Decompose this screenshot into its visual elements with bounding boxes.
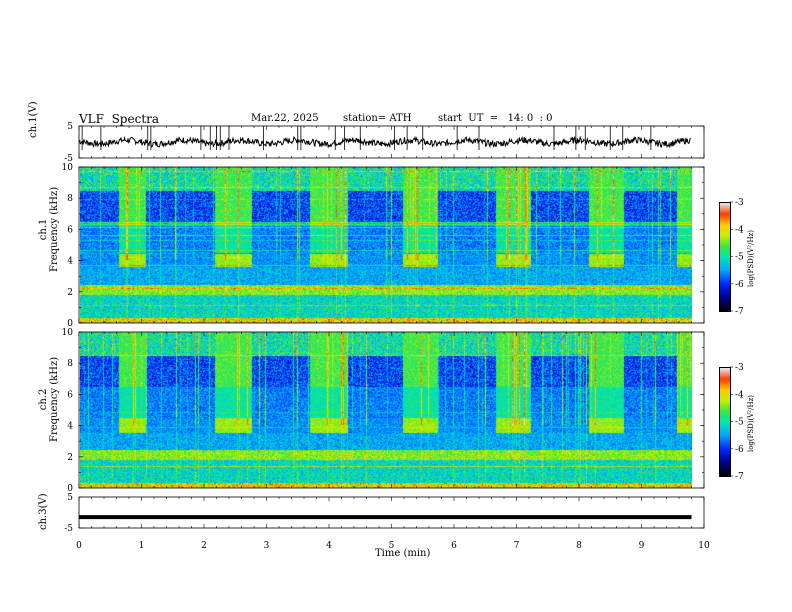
ch1-spectrogram-image	[80, 167, 692, 323]
x-tick-label: 0	[76, 541, 82, 551]
y-tick-label: 8	[67, 194, 73, 204]
ch2-colorbar-label: log(PSD)(V²/Hz)	[747, 395, 755, 452]
ch3-waveform-frame	[78, 496, 705, 529]
start-time-label: start UT = 14: 0 : 0	[438, 113, 553, 124]
colorbar-tick-label: -6	[735, 280, 744, 290]
colorbar-tick-label: -5	[735, 253, 744, 263]
y-tick-label: 5	[67, 493, 73, 503]
ch2-spectrogram-frame	[78, 331, 705, 489]
colorbar-tick-label: -6	[735, 445, 744, 455]
y-tick-label: 0	[67, 319, 73, 329]
ch1-spectrogram-ylabel-bottom: Frequency (kHz)	[49, 186, 60, 272]
ch1-spectrogram-ylabel: ch.1 Frequency (kHz)	[38, 187, 60, 272]
y-tick-label: 10	[62, 163, 74, 173]
x-tick-label: 10	[698, 541, 710, 551]
ch2-spectrogram-ylabel-top: ch.2	[38, 388, 49, 411]
date-label: Mar.22, 2025	[251, 113, 319, 124]
ch1-colorbar-label: log(PSD)(V²/Hz)	[747, 230, 755, 287]
colorbar-tick-label: -4	[735, 225, 744, 235]
x-tick-label: 4	[326, 541, 332, 551]
colorbar-tick-label: -5	[735, 418, 744, 428]
y-tick-label: 4	[67, 257, 73, 267]
ch2-spectrogram-ylabel: ch.2 Frequency (kHz)	[38, 357, 60, 442]
ch3-waveform-ylabel: ch.3(V)	[38, 493, 49, 530]
station-label: station= ATH	[343, 113, 412, 124]
y-tick-label: 4	[67, 422, 73, 432]
y-tick-label: 2	[67, 453, 73, 463]
chart-title: VLF Spectra	[79, 112, 160, 126]
colorbar-tick-label: -7	[735, 307, 744, 317]
ch2-spectrogram-ylabel-bottom: Frequency (kHz)	[49, 356, 60, 442]
ch1-spectrogram-ylabel-top: ch.1	[38, 218, 49, 241]
x-tick-label: 3	[264, 541, 270, 551]
colorbar-tick-label: -3	[735, 363, 744, 373]
y-tick-label: -5	[64, 524, 73, 534]
x-tick-label: 1	[139, 541, 145, 551]
ch1-spectrogram-frame	[78, 166, 705, 324]
x-tick-label: 8	[576, 541, 582, 551]
y-tick-label: 6	[67, 390, 73, 400]
x-tick-label: 5	[389, 541, 395, 551]
ch1-waveform-ylabel: ch.1(V)	[28, 101, 39, 138]
x-tick-label: 7	[514, 541, 520, 551]
y-tick-label: 6	[67, 225, 73, 235]
ch1-waveform-line	[78, 135, 691, 149]
x-tick-label: 9	[639, 541, 645, 551]
ch2-spectrogram-image	[80, 332, 692, 488]
y-tick-label: 5	[67, 122, 73, 132]
ch2-colorbar	[719, 367, 731, 477]
y-tick-label: 0	[67, 484, 73, 494]
y-tick-label: 8	[67, 359, 73, 369]
x-tick-label: 2	[201, 541, 207, 551]
y-tick-label: 2	[67, 288, 73, 298]
colorbar-tick-label: -3	[735, 198, 744, 208]
y-tick-label: 10	[62, 328, 74, 338]
y-tick-label: -5	[64, 154, 73, 164]
colorbar-tick-label: -4	[735, 390, 744, 400]
x-tick-label: 6	[451, 541, 457, 551]
x-axis-label: Time (min)	[375, 548, 431, 559]
colorbar-tick-label: -7	[735, 472, 744, 482]
ch1-colorbar	[719, 202, 731, 312]
